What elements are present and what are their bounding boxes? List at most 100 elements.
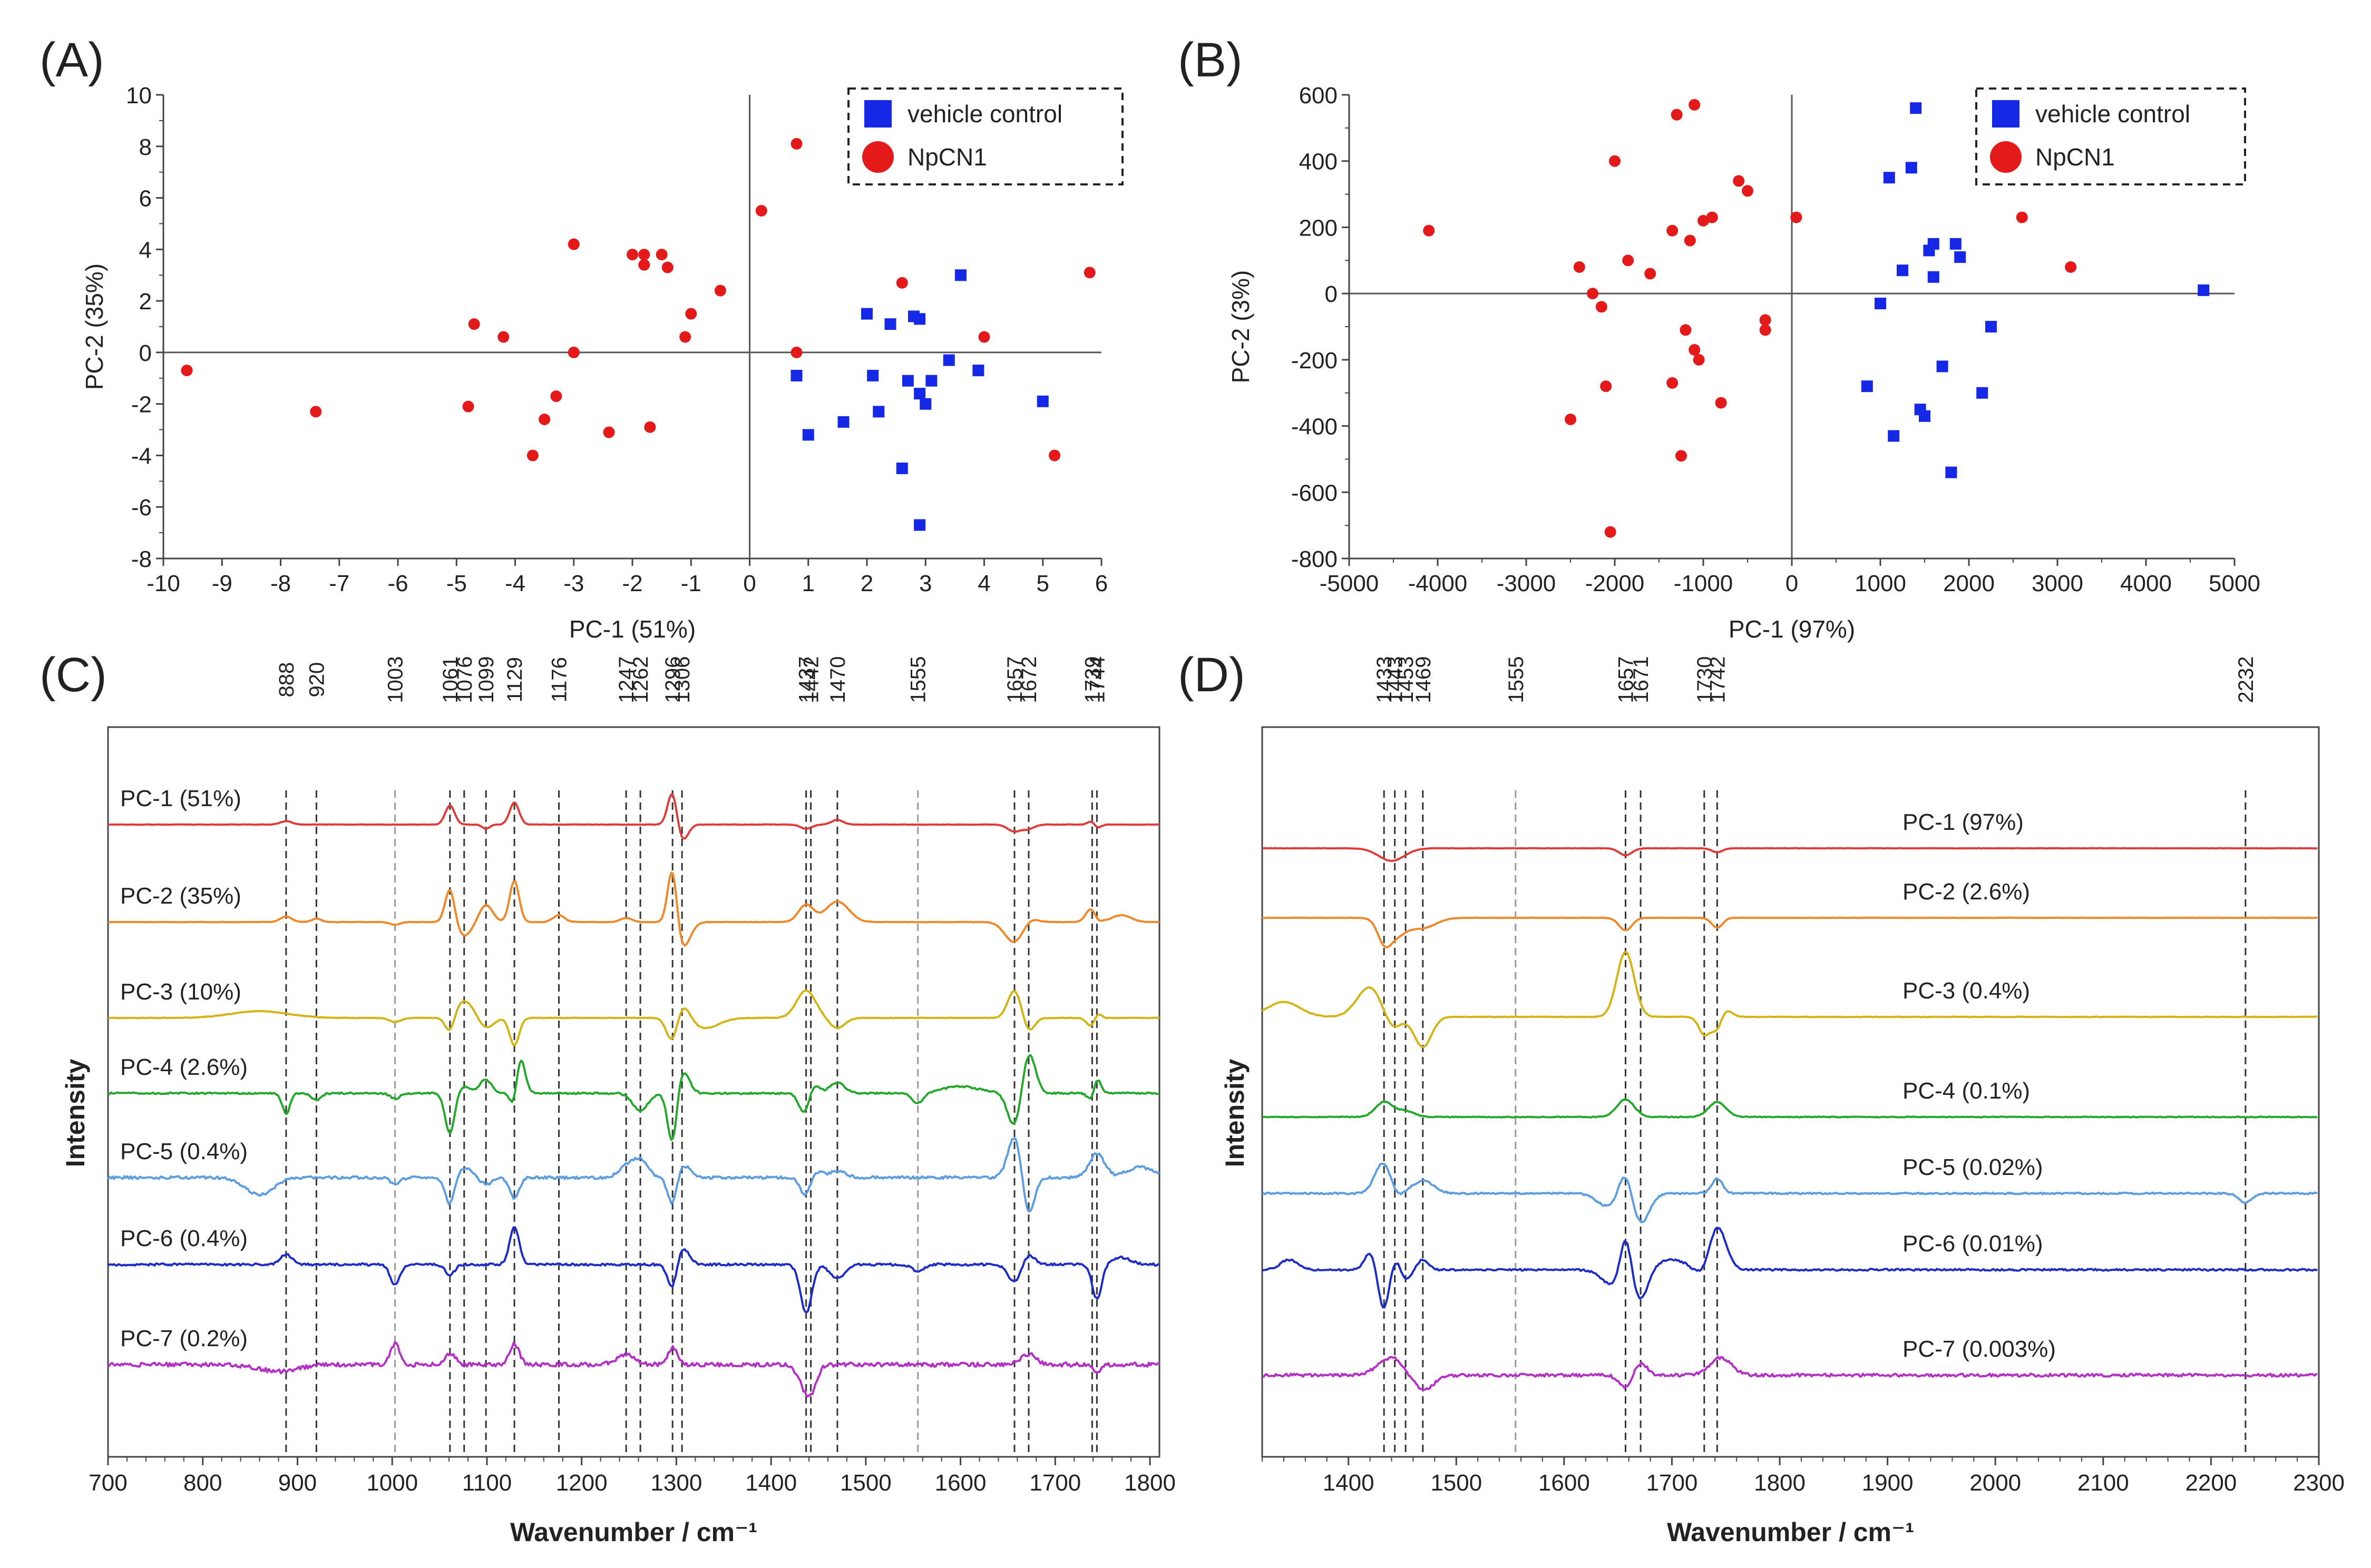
series-label: PC-3 (10%) xyxy=(120,979,241,1005)
data-point-npcn1 xyxy=(1609,155,1621,167)
legend-box xyxy=(847,87,1124,185)
y-axis-title: PC-2 (35%) xyxy=(81,263,108,390)
data-point-npcn1 xyxy=(1675,450,1687,462)
data-point-npcn1 xyxy=(627,249,638,261)
x-tick-label: 1400 xyxy=(1323,1470,1374,1496)
data-point-npcn1 xyxy=(468,318,480,330)
data-point-npcn1 xyxy=(1565,414,1576,425)
x-tick-label: 1100 xyxy=(462,1470,512,1496)
y-tick-label: 10 xyxy=(126,83,152,109)
data-point-vehicle-control xyxy=(1883,172,1895,184)
peak-marker-label: 1671 xyxy=(1630,656,1653,703)
peak-marker-label: 1555 xyxy=(907,656,930,703)
x-tick-label: 6 xyxy=(1095,571,1108,596)
x-tick-label: 5000 xyxy=(2209,571,2260,596)
data-point-vehicle-control xyxy=(1897,264,1908,277)
y-tick-label: 400 xyxy=(1299,149,1338,175)
data-point-vehicle-control xyxy=(914,519,926,531)
legend: vehicle control NpCN1 xyxy=(1975,87,2246,185)
data-point-npcn1 xyxy=(1706,211,1718,223)
data-point-npcn1 xyxy=(1790,211,1802,223)
y-tick-label: -6 xyxy=(131,495,152,521)
peak-marker-label: 1433 xyxy=(1373,656,1396,703)
x-tick-label: -3000 xyxy=(1497,571,1556,596)
data-point-npcn1 xyxy=(568,238,580,250)
x-axis-title: PC-1 (97%) xyxy=(1729,615,1855,643)
y-tick-label: -200 xyxy=(1291,348,1338,374)
data-point-vehicle-control xyxy=(861,308,873,320)
x-tick-label: -5 xyxy=(446,571,467,596)
data-point-vehicle-control xyxy=(1936,360,1948,373)
peak-marker-label: 1470 xyxy=(826,656,850,703)
x-tick-label: -1000 xyxy=(1674,571,1733,596)
spectrum-line xyxy=(1262,1227,2318,1309)
spectrum-line xyxy=(107,1137,1160,1213)
y-tick-label: 0 xyxy=(1325,281,1338,307)
data-point-vehicle-control xyxy=(2198,284,2210,296)
data-point-vehicle-control xyxy=(1861,380,1873,393)
data-point-vehicle-control xyxy=(1919,410,1930,422)
spectrum-line xyxy=(1262,916,2318,948)
series-label: PC-5 (0.02%) xyxy=(1902,1154,2043,1180)
data-point-vehicle-control xyxy=(925,375,938,387)
data-point-npcn1 xyxy=(1733,175,1745,187)
spectrum-line xyxy=(1262,1098,2318,1119)
spectrum-line xyxy=(1262,1355,2318,1391)
data-point-npcn1 xyxy=(1715,397,1727,409)
data-point-vehicle-control xyxy=(896,462,908,474)
data-point-npcn1 xyxy=(638,259,650,271)
x-tick-label: -4 xyxy=(505,571,525,596)
x-tick-label: -2 xyxy=(622,571,642,596)
data-point-npcn1 xyxy=(679,331,691,343)
series-label: PC-6 (0.01%) xyxy=(1902,1231,2043,1257)
spectrum-line xyxy=(107,1341,1160,1397)
data-point-vehicle-control xyxy=(914,388,926,400)
series-label: PC-1 (97%) xyxy=(1902,809,2024,835)
x-tick-label: -6 xyxy=(387,571,408,596)
peak-marker-label: 1730 xyxy=(1693,656,1716,703)
peak-marker-label: 1076 xyxy=(453,656,476,703)
data-point-npcn1 xyxy=(644,421,656,433)
y-tick-label: -400 xyxy=(1291,414,1338,440)
data-point-npcn1 xyxy=(550,390,562,402)
data-point-npcn1 xyxy=(1595,301,1607,313)
legend: vehicle control NpCN1 xyxy=(847,87,1124,185)
data-point-npcn1 xyxy=(1666,224,1679,237)
legend-marker-vehicle-control xyxy=(864,100,892,128)
legend-box xyxy=(1975,87,2246,185)
y-tick-label: -2 xyxy=(131,392,152,418)
peak-marker-label: 1555 xyxy=(1505,656,1528,703)
x-tick-label: 3000 xyxy=(2032,571,2083,596)
data-point-npcn1 xyxy=(755,205,767,217)
spectrum-line xyxy=(1261,951,2318,1048)
peak-marker-label: 1296 xyxy=(661,656,685,703)
data-point-npcn1 xyxy=(1622,254,1634,267)
data-point-vehicle-control xyxy=(1927,238,1939,250)
peak-marker-label: 1657 xyxy=(1614,656,1637,703)
data-point-vehicle-control xyxy=(1954,251,1966,263)
data-point-vehicle-control xyxy=(1976,387,1988,399)
series-label: PC-4 (2.6%) xyxy=(120,1054,248,1080)
data-point-vehicle-control xyxy=(920,398,932,410)
x-tick-label: 0 xyxy=(1785,571,1798,596)
data-point-npcn1 xyxy=(978,331,990,343)
data-point-npcn1 xyxy=(656,249,668,261)
y-tick-label: -8 xyxy=(131,546,152,572)
x-axis-title: Wavenumber / cm⁻¹ xyxy=(510,1517,757,1547)
data-point-npcn1 xyxy=(1573,261,1585,273)
series-label: PC-5 (0.4%) xyxy=(120,1139,248,1164)
data-point-vehicle-control xyxy=(1905,162,1917,174)
y-tick-label: 8 xyxy=(139,134,152,160)
data-point-npcn1 xyxy=(462,400,474,413)
series-label: PC-2 (35%) xyxy=(120,883,241,909)
legend-label-npcn1: NpCN1 xyxy=(908,143,987,171)
series-label: PC-7 (0.003%) xyxy=(1902,1336,2056,1362)
data-point-npcn1 xyxy=(310,406,322,418)
x-tick-label: 3 xyxy=(919,571,932,596)
x-tick-label: 800 xyxy=(183,1470,222,1496)
legend-marker-vehicle-control xyxy=(1992,100,2019,128)
x-tick-label: -8 xyxy=(270,571,291,596)
peak-marker-label: 2232 xyxy=(2235,656,2258,703)
data-point-npcn1 xyxy=(1759,324,1771,336)
spectrum-line xyxy=(108,989,1160,1046)
